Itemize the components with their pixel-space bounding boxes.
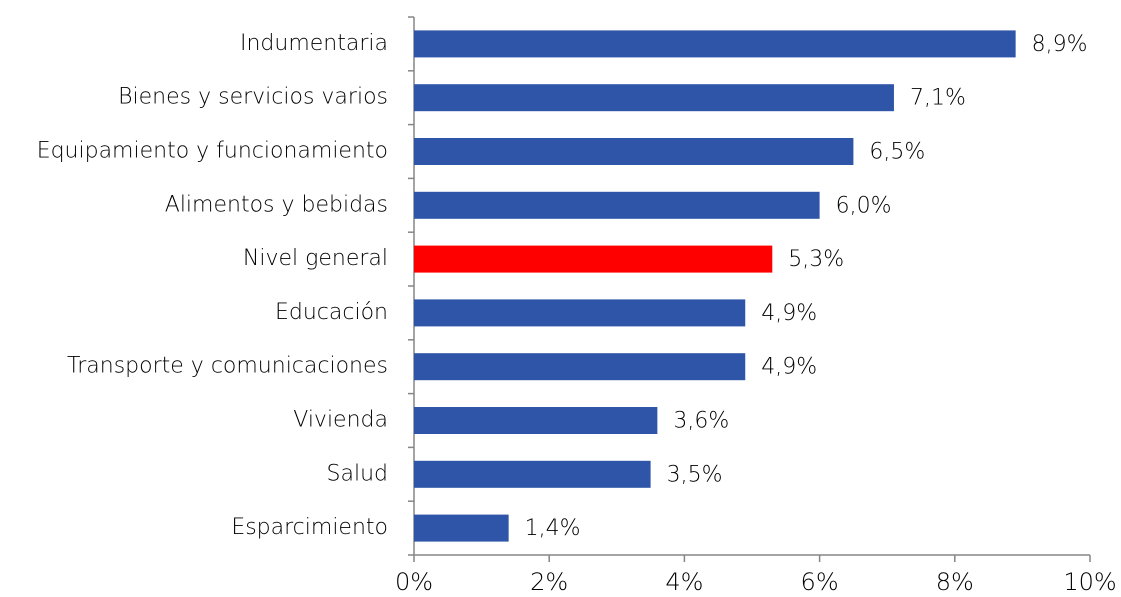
category-label: Indumentaria bbox=[240, 31, 388, 56]
value-label: 6,5% bbox=[869, 140, 925, 165]
bar bbox=[414, 353, 746, 381]
category-label: Transporte y comunicaciones bbox=[67, 354, 388, 379]
value-label: 5,3% bbox=[788, 247, 844, 272]
x-tick-label: 2% bbox=[530, 568, 568, 596]
category-label: Alimentos y bebidas bbox=[165, 192, 388, 217]
value-label: 3,5% bbox=[667, 462, 723, 487]
category-label: Equipamiento y funcionamiento bbox=[37, 139, 388, 164]
bar bbox=[414, 514, 509, 542]
bar bbox=[414, 245, 773, 273]
category-label: Educación bbox=[275, 300, 388, 325]
category-label: Esparcimiento bbox=[231, 515, 388, 540]
bar bbox=[414, 299, 746, 327]
x-tick-label: 6% bbox=[801, 568, 839, 596]
x-tick-label: 10% bbox=[1063, 568, 1116, 596]
value-label: 4,9% bbox=[761, 355, 817, 380]
value-label: 1,4% bbox=[525, 516, 581, 541]
value-label: 6,0% bbox=[836, 193, 892, 218]
bar bbox=[414, 138, 854, 165]
x-tick-label: 8% bbox=[936, 568, 974, 596]
category-label: Nivel general bbox=[243, 246, 388, 271]
value-label: 3,6% bbox=[673, 409, 729, 434]
value-label: 4,9% bbox=[761, 301, 817, 326]
x-tick-label: 0% bbox=[395, 568, 433, 596]
bar bbox=[414, 84, 894, 112]
x-tick-label: 4% bbox=[665, 568, 703, 596]
value-label: 8,9% bbox=[1032, 32, 1088, 57]
bar bbox=[414, 460, 651, 488]
bar bbox=[414, 407, 658, 434]
category-label: Vivienda bbox=[293, 408, 388, 433]
value-label: 7,1% bbox=[910, 86, 966, 111]
bar bbox=[414, 30, 1016, 58]
category-label: Bienes y servicios varios bbox=[118, 85, 388, 110]
category-label: Salud bbox=[327, 461, 388, 486]
bar bbox=[414, 191, 820, 219]
